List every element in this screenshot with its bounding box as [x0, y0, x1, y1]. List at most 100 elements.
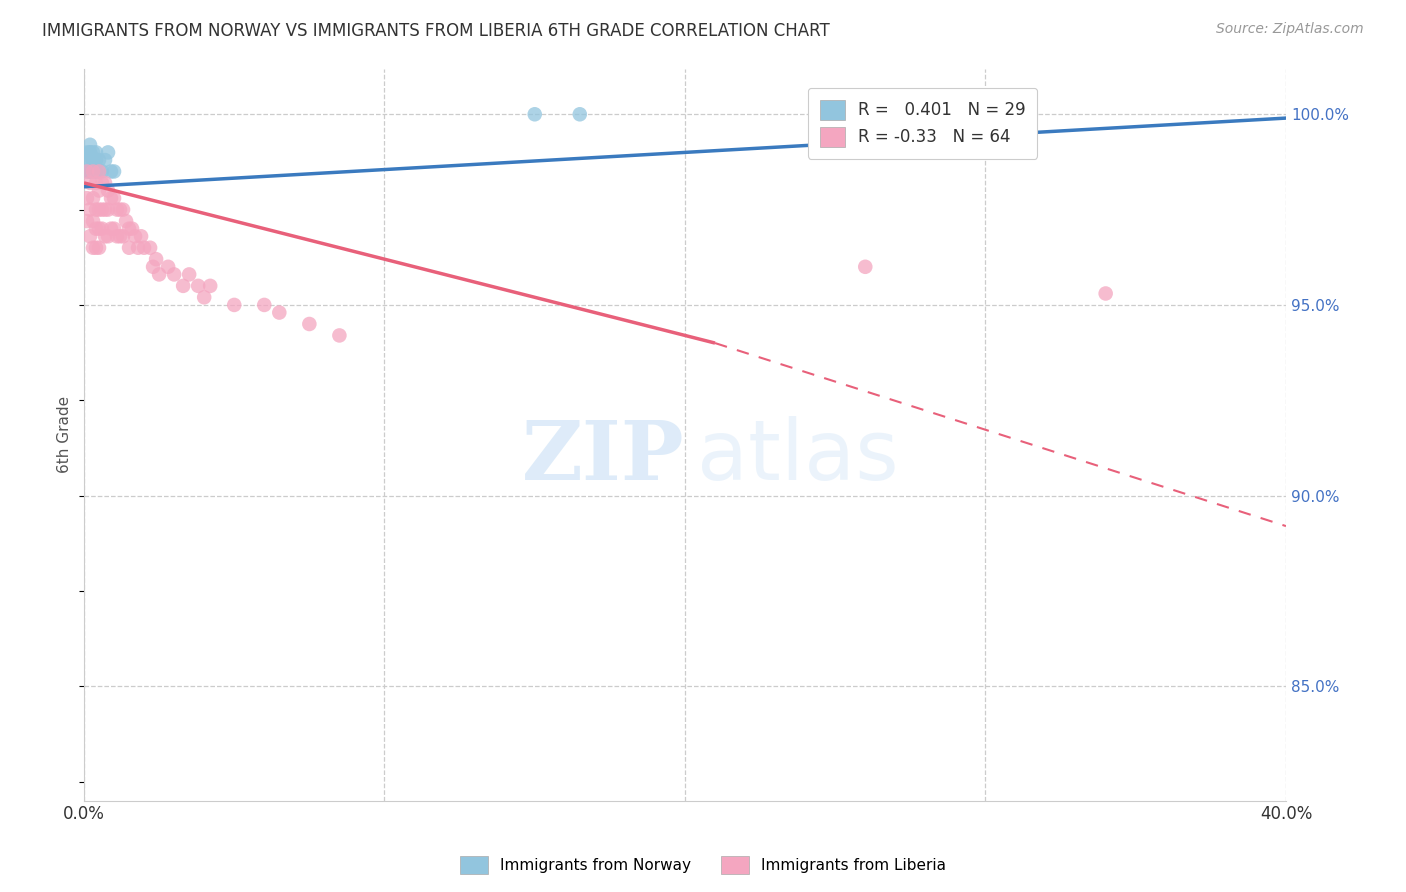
- Point: [808, 107, 831, 121]
- Point: [87, 184, 110, 198]
- Point: [87, 202, 110, 217]
- Point: [76, 145, 98, 160]
- Point: [224, 298, 246, 312]
- Point: [79, 164, 101, 178]
- Point: [87, 153, 110, 167]
- Point: [142, 260, 165, 274]
- Point: [108, 202, 131, 217]
- Point: [79, 164, 101, 178]
- Point: [79, 176, 101, 190]
- Point: [523, 107, 546, 121]
- Point: [100, 164, 122, 178]
- Point: [129, 229, 152, 244]
- Text: ZIP: ZIP: [523, 417, 685, 497]
- Point: [148, 268, 170, 282]
- Point: [157, 260, 180, 274]
- Point: [91, 164, 114, 178]
- Point: [79, 229, 101, 244]
- Point: [118, 241, 141, 255]
- Point: [853, 260, 876, 274]
- Point: [97, 184, 120, 198]
- Point: [76, 153, 98, 167]
- Point: [127, 241, 149, 255]
- Point: [103, 221, 125, 235]
- Text: atlas: atlas: [697, 416, 898, 497]
- Point: [105, 229, 128, 244]
- Point: [198, 278, 221, 293]
- Point: [145, 252, 167, 267]
- Point: [108, 229, 131, 244]
- Point: [193, 290, 215, 304]
- Point: [76, 164, 98, 178]
- Legend: R =   0.401   N = 29, R = -0.33   N = 64: R = 0.401 N = 29, R = -0.33 N = 64: [808, 87, 1038, 159]
- Point: [121, 221, 143, 235]
- Point: [82, 164, 104, 178]
- Text: Source: ZipAtlas.com: Source: ZipAtlas.com: [1216, 22, 1364, 37]
- Text: IMMIGRANTS FROM NORWAY VS IMMIGRANTS FROM LIBERIA 6TH GRADE CORRELATION CHART: IMMIGRANTS FROM NORWAY VS IMMIGRANTS FRO…: [42, 22, 830, 40]
- Point: [79, 145, 101, 160]
- Point: [79, 202, 101, 217]
- Point: [79, 145, 101, 160]
- Point: [82, 153, 104, 167]
- Point: [76, 191, 98, 205]
- Point: [103, 164, 125, 178]
- Point: [187, 278, 209, 293]
- Point: [82, 241, 104, 255]
- Point: [91, 221, 114, 235]
- Point: [112, 202, 135, 217]
- Point: [945, 107, 967, 121]
- Point: [97, 145, 120, 160]
- Point: [84, 221, 107, 235]
- Point: [163, 268, 186, 282]
- Point: [84, 164, 107, 178]
- Point: [84, 145, 107, 160]
- Point: [118, 221, 141, 235]
- Point: [97, 202, 120, 217]
- Point: [76, 164, 98, 178]
- Point: [124, 229, 146, 244]
- Point: [84, 153, 107, 167]
- Point: [105, 202, 128, 217]
- Point: [79, 137, 101, 152]
- Point: [84, 202, 107, 217]
- Point: [298, 317, 321, 331]
- Point: [79, 153, 101, 167]
- Point: [82, 164, 104, 178]
- Point: [82, 214, 104, 228]
- Point: [82, 164, 104, 178]
- Point: [328, 328, 350, 343]
- Point: [94, 176, 117, 190]
- Y-axis label: 6th Grade: 6th Grade: [58, 396, 72, 473]
- Point: [82, 145, 104, 160]
- Point: [253, 298, 276, 312]
- Point: [94, 229, 117, 244]
- Point: [82, 153, 104, 167]
- Point: [100, 191, 122, 205]
- Point: [94, 202, 117, 217]
- Point: [139, 241, 162, 255]
- Point: [1094, 286, 1116, 301]
- Point: [179, 268, 201, 282]
- Point: [103, 191, 125, 205]
- Point: [269, 305, 291, 319]
- Point: [91, 176, 114, 190]
- Point: [94, 153, 117, 167]
- Point: [91, 202, 114, 217]
- Point: [87, 164, 110, 178]
- Point: [132, 241, 155, 255]
- Point: [568, 107, 591, 121]
- Point: [84, 164, 107, 178]
- Point: [87, 221, 110, 235]
- Point: [82, 191, 104, 205]
- Point: [87, 164, 110, 178]
- Point: [112, 229, 135, 244]
- Point: [115, 214, 138, 228]
- Point: [97, 229, 120, 244]
- Point: [84, 241, 107, 255]
- Point: [84, 176, 107, 190]
- Point: [100, 221, 122, 235]
- Point: [172, 278, 194, 293]
- Legend: Immigrants from Norway, Immigrants from Liberia: Immigrants from Norway, Immigrants from …: [454, 850, 952, 880]
- Point: [76, 214, 98, 228]
- Point: [87, 241, 110, 255]
